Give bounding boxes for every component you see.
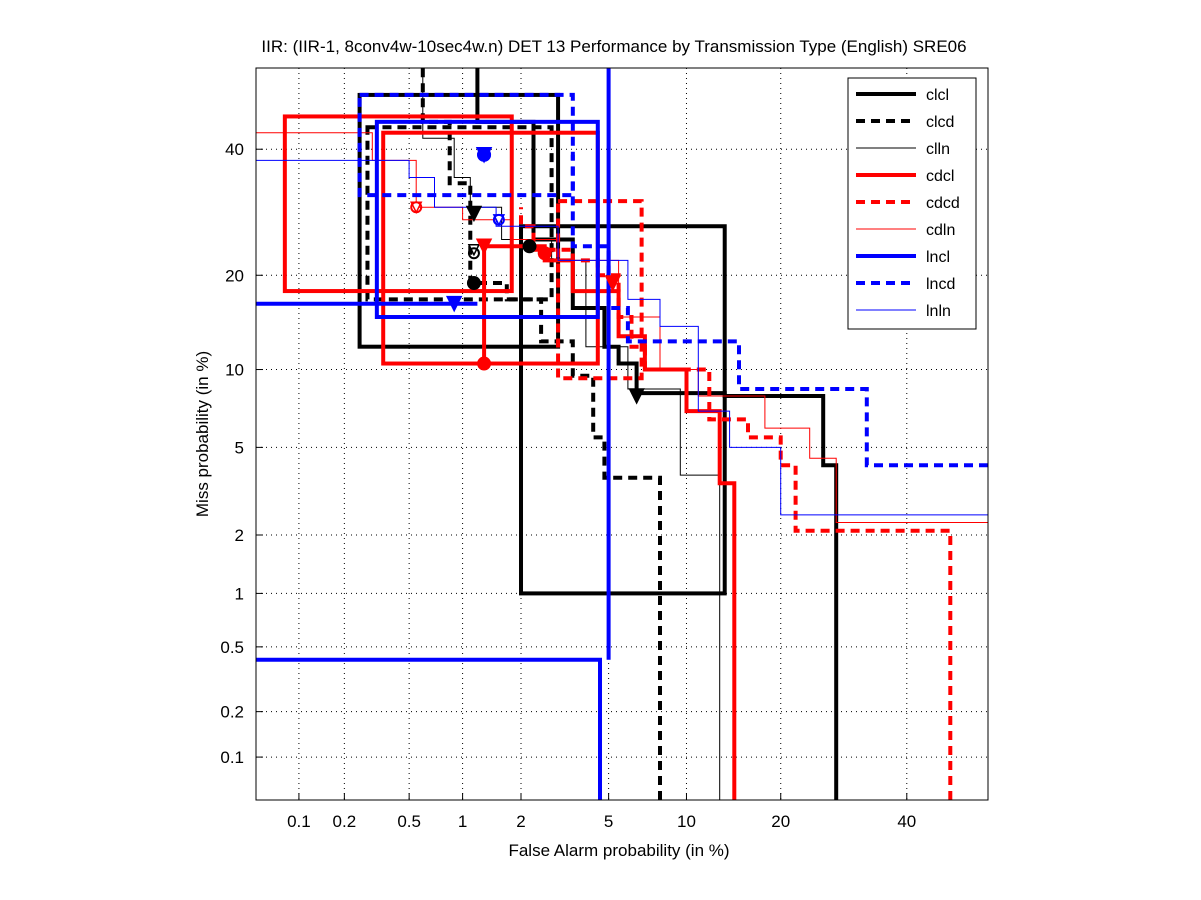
series-clcl-min-dcf-marker [628,388,645,405]
series-lncd-eer-marker [477,147,492,162]
series-clcd-eer-marker [466,276,481,291]
y-tick-label: 0.2 [220,703,244,722]
legend-label-clcl: clcl [926,87,949,104]
series-cdcd-confidence-box [556,199,644,381]
x-axis-ticks: 0.1 0.2 0.5 1 2 5 10 20 40 [287,793,916,831]
series-cdcd-eer-marker [537,246,552,261]
series-clln-eer-marker [467,247,480,260]
legend-label-clcd: clcd [926,114,954,131]
legend-label-cdln: cdln [926,222,955,239]
x-axis-label: False Alarm probability (in %) [508,841,729,860]
series-cdln-eer-marker [410,201,423,214]
y-tick-label: 1 [235,584,244,603]
series-layer [256,68,988,800]
y-tick-label: 10 [225,361,244,380]
x-tick-label: 0.5 [397,812,421,831]
y-tick-label: 0.1 [220,748,244,767]
chart-title: IIR: (IIR-1, 8conv4w-10sec4w.n) DET 13 P… [261,37,966,56]
legend-label-cdcd: cdcd [926,195,960,212]
series-lnln-curve [256,159,988,516]
y-tick-label: 40 [225,140,244,159]
legend-label-lncl: lncl [926,249,950,266]
x-tick-label: 1 [458,812,467,831]
series-cdcd-min-dcf-marker [604,275,621,292]
series-clcl-confidence-box [519,224,727,596]
x-tick-label: 20 [771,812,790,831]
legend-label-clln: clln [926,141,950,158]
y-tick-label: 5 [235,438,244,457]
x-tick-label: 0.2 [333,812,357,831]
grid-lines [256,68,988,800]
series-clcd-min-dcf-marker [465,205,483,223]
y-tick-label: 20 [225,266,244,285]
y-axis-ticks: 0.1 0.2 0.5 1 2 5 10 20 40 [220,140,263,767]
series-lncd-curve [570,154,988,468]
legend-label-lnln: lnln [926,303,951,320]
x-tick-label: 10 [677,812,696,831]
legend-label-cdcl: cdcl [926,168,954,185]
series-lncl-confidence-box [374,119,600,320]
series-lnln-eer-marker [492,213,505,226]
legend: clcl clcd clln cdcl cdcd cdln lncl lncd lnln [847,77,977,330]
series-cdln-curve [256,132,988,523]
series-clcl-curve [475,68,839,800]
series-clcd-confidence-box [365,125,554,302]
y-tick-label: 0.5 [220,638,244,657]
y-tick-label: 2 [235,526,244,545]
series-clcl-eer-marker [522,239,537,254]
plot-frame [255,67,989,801]
legend-box [847,77,977,330]
x-tick-label: 40 [897,812,916,831]
series-lncd-confidence-box [357,92,575,198]
legend-label-lncd: lncd [926,276,955,293]
series-cdcl-eer-marker [477,356,492,371]
series-cdcd-curve [519,207,953,800]
x-tick-label: 0.1 [287,812,311,831]
x-tick-label: 5 [604,812,613,831]
series-cdcl-confidence-box [282,114,514,294]
series-cdcl-min-dcf-marker [475,238,493,255]
series-clcd-curve [420,68,662,800]
series-lncl-min-dcf-marker [445,295,463,313]
y-axis-label: Miss probability (in %) [193,351,212,517]
x-tick-label: 2 [516,812,525,831]
series-lncl-curve [256,657,602,800]
